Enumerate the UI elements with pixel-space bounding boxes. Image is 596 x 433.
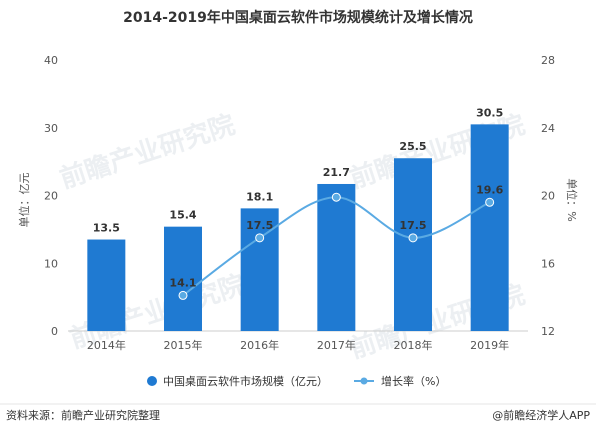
bar: [394, 158, 432, 331]
bar-value-label: 21.7: [323, 166, 350, 179]
y2-axis-label: 单位：%: [565, 178, 579, 221]
y-tick-label: 10: [44, 257, 58, 270]
line-point: [178, 290, 188, 300]
line-point: [408, 233, 418, 243]
legend: 中国桌面云软件市场规模（亿元） 增长率（%）: [147, 374, 446, 388]
bar-value-label: 30.5: [476, 106, 503, 119]
legend-line-dot: [360, 377, 368, 385]
right-axis: 12 16 20 24 28: [541, 54, 555, 338]
y2-tick-label: 20: [541, 190, 555, 203]
y-tick-label: 30: [44, 122, 58, 135]
bar-value-label: 15.4: [169, 209, 196, 222]
line-value-label: 14.1: [169, 276, 196, 289]
bar: [87, 239, 126, 331]
bar: [164, 226, 202, 331]
left-axis: 0 10 20 30 40: [44, 54, 58, 338]
legend-bar-marker: [147, 376, 157, 386]
y2-tick-label: 28: [541, 54, 555, 67]
line-point: [255, 233, 265, 243]
footer-source: 资料来源：前瞻产业研究院整理: [6, 408, 160, 422]
line-series: 14.1 17.5 17.5 19.6: [169, 183, 504, 300]
x-axis: 2014年 2015年 2016年 2017年 2018年 2019年: [87, 338, 509, 352]
legend-bar-label: 中国桌面云软件市场规模（亿元）: [163, 374, 328, 388]
bar: [470, 124, 509, 331]
y-axis-label: 单位：亿元: [17, 173, 31, 228]
watermark-text: 前瞻产业研究院: [56, 109, 239, 195]
line-value-label: 19.6: [476, 183, 503, 196]
bar-value-label: 25.5: [399, 140, 426, 153]
y-tick-label: 20: [44, 190, 58, 203]
y2-tick-label: 24: [541, 122, 555, 135]
line-point: [331, 192, 341, 202]
y2-tick-label: 12: [541, 325, 555, 338]
line-value-label: 17.5: [246, 219, 273, 232]
x-tick-label: 2016年: [240, 338, 279, 352]
x-tick-label: 2018年: [394, 338, 433, 352]
chart-title: 2014-2019年中国桌面云软件市场规模统计及增长情况: [123, 9, 473, 26]
footer-brand: @前瞻经济学人APP: [492, 408, 590, 422]
x-tick-label: 2019年: [470, 338, 509, 352]
legend-line-label: 增长率（%）: [381, 374, 446, 388]
line-value-label: 17.5: [399, 219, 426, 232]
y-tick-label: 40: [44, 54, 58, 67]
x-tick-label: 2017年: [317, 338, 356, 352]
line-point: [485, 197, 495, 207]
bar-value-label: 18.1: [246, 190, 273, 203]
bar-value-label: 13.5: [93, 222, 120, 235]
bar-series: 13.5 15.4 18.1 21.7 25.5 30.5: [87, 106, 509, 331]
y2-tick-label: 16: [541, 257, 555, 270]
bar: [317, 183, 356, 331]
y-tick-label: 0: [51, 325, 58, 338]
x-tick-label: 2014年: [87, 338, 126, 352]
x-tick-label: 2015年: [164, 338, 203, 352]
